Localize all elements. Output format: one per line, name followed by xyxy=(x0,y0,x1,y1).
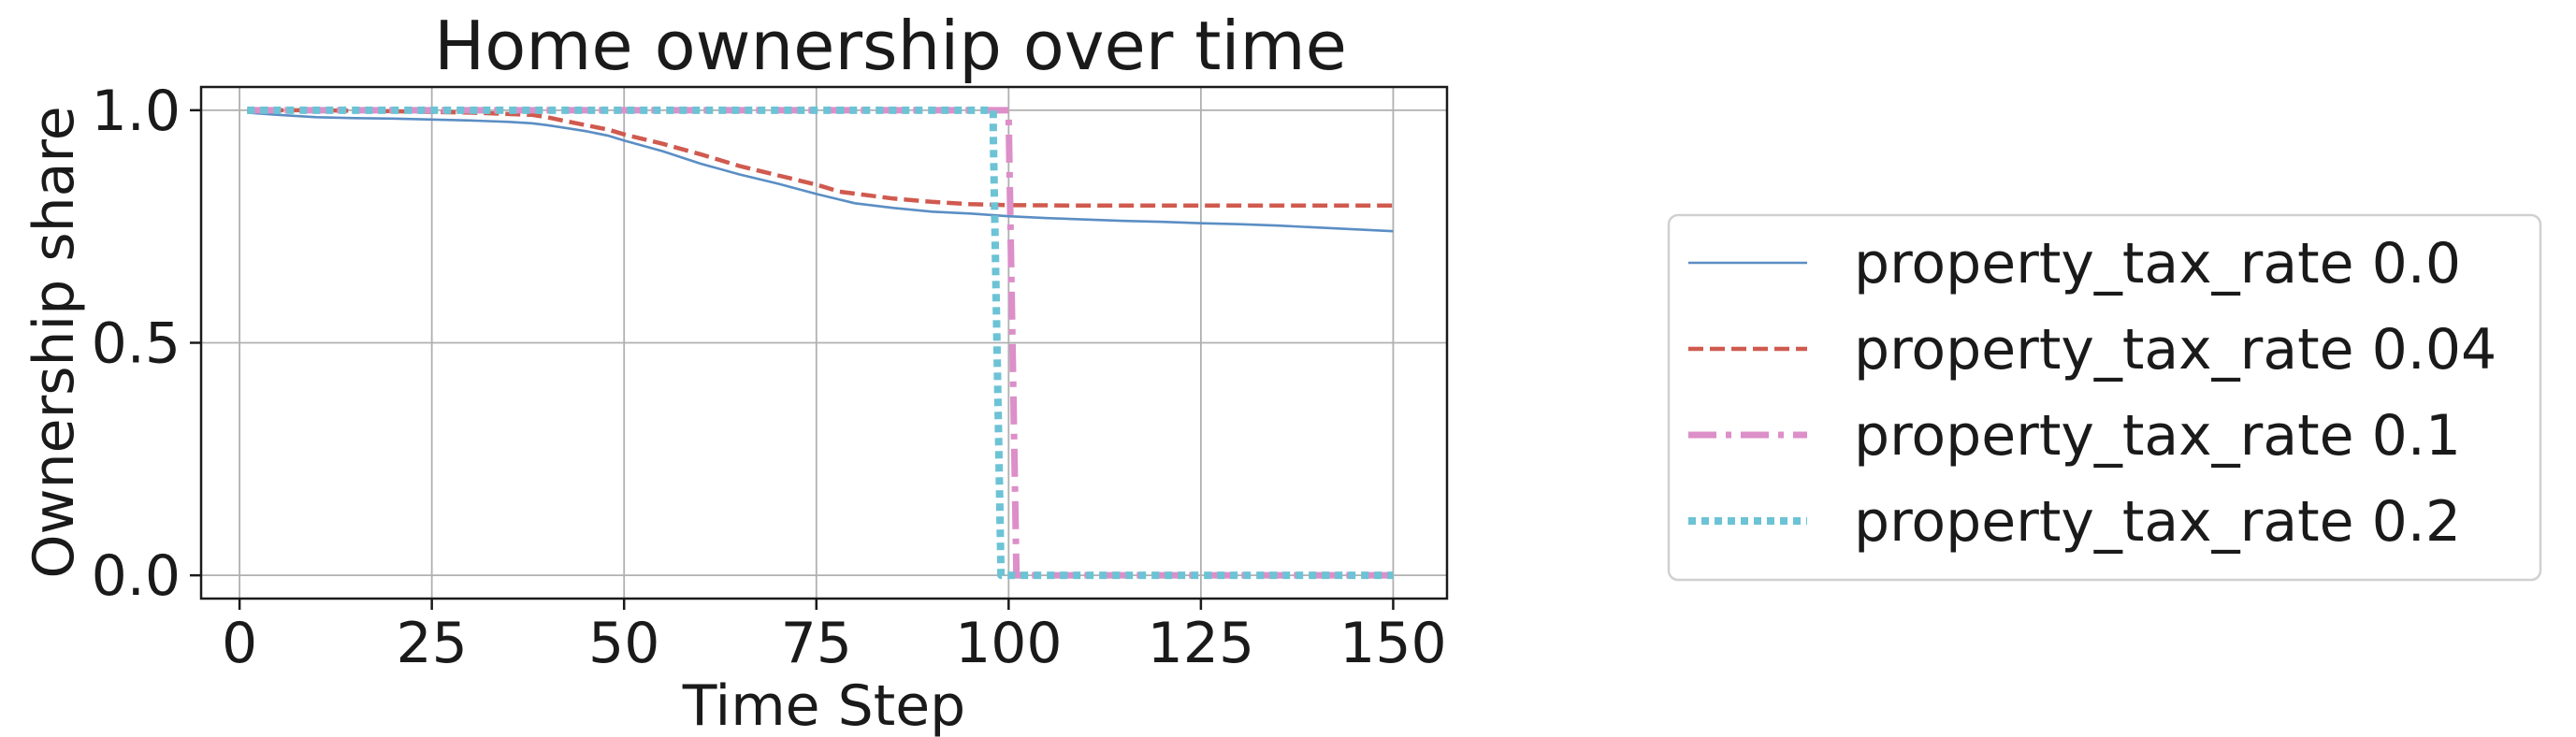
y-axis-label: Ownership share xyxy=(22,106,87,578)
x-tick-label: 0 xyxy=(222,611,257,676)
series-line-0 xyxy=(247,111,1394,233)
legend-label-1: property_tax_rate 0.04 xyxy=(1854,317,2496,383)
chart-title: Home ownership over time xyxy=(434,7,1347,85)
x-tick-label: 50 xyxy=(588,611,659,676)
y-tick-label: 0.0 xyxy=(92,543,181,609)
legend-frame xyxy=(1667,213,2542,582)
x-axis-label: Time Step xyxy=(682,673,966,737)
legend-items: property_tax_rate 0.0 property_tax_rate 0… xyxy=(1688,231,2496,555)
legend-label-2: property_tax_rate 0.1 xyxy=(1854,403,2461,469)
series-line-3 xyxy=(247,106,1394,580)
y-tick-label: 1.0 xyxy=(92,79,181,144)
x-tick-label: 25 xyxy=(396,611,467,676)
series-lines xyxy=(247,106,1394,580)
legend-label-3: property_tax_rate 0.2 xyxy=(1854,489,2461,555)
legend: property_tax_rate 0.0 property_tax_rate 0… xyxy=(1667,213,2542,582)
x-tick-label: 100 xyxy=(955,611,1063,676)
y-tick-label: 0.5 xyxy=(92,311,181,377)
x-tick-label: 75 xyxy=(781,611,852,676)
series-line-1 xyxy=(247,108,1394,209)
grid xyxy=(201,87,1447,599)
x-tick-label: 150 xyxy=(1339,611,1447,676)
x-axis-ticks: 0 25 50 75 100 125 150 xyxy=(222,599,1447,676)
legend-label-0: property_tax_rate 0.0 xyxy=(1854,231,2461,296)
y-axis-ticks: 0.0 0.5 1.0 xyxy=(92,79,201,609)
x-tick-label: 125 xyxy=(1148,611,1255,676)
